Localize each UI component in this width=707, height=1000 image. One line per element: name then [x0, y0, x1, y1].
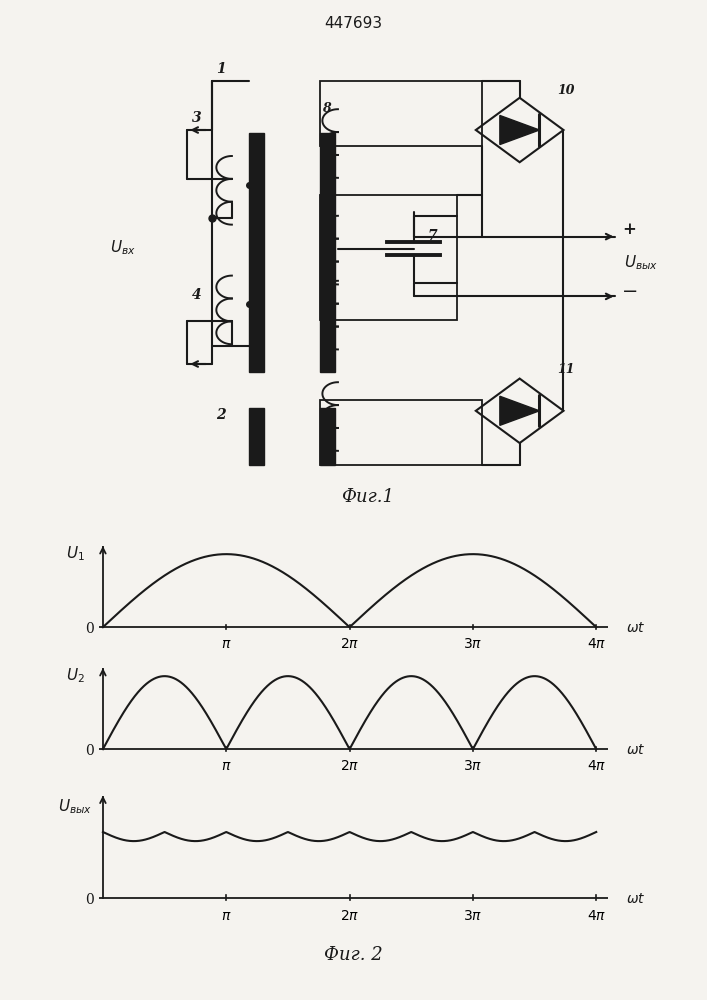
Text: Фиг. 2: Фиг. 2	[324, 946, 383, 964]
Text: 4: 4	[192, 288, 202, 302]
Text: 447693: 447693	[325, 16, 382, 31]
Text: $U_2$: $U_2$	[66, 667, 85, 685]
Text: 8: 8	[322, 102, 331, 115]
Text: 0: 0	[85, 622, 93, 636]
Text: 9: 9	[322, 428, 331, 441]
Text: $U_{вых}$: $U_{вых}$	[58, 797, 93, 816]
Text: $U_{вх}$: $U_{вх}$	[110, 238, 136, 257]
Bar	[320, 195, 457, 320]
Text: 1: 1	[216, 62, 226, 76]
Text: 5: 5	[322, 213, 331, 226]
Text: +: +	[622, 221, 636, 238]
Bar	[320, 133, 335, 372]
Polygon shape	[500, 396, 539, 425]
Text: $\omega t$: $\omega t$	[626, 892, 645, 906]
Text: $\omega t$: $\omega t$	[626, 743, 645, 757]
Text: 6: 6	[322, 277, 331, 290]
Text: 0: 0	[85, 893, 93, 907]
Polygon shape	[500, 115, 539, 145]
Text: 2: 2	[216, 408, 226, 422]
Text: 0: 0	[85, 744, 93, 758]
Text: Фиг.1: Фиг.1	[341, 488, 394, 506]
Bar	[320, 81, 482, 146]
Bar	[320, 408, 335, 465]
Text: 3: 3	[192, 111, 202, 125]
Bar	[249, 133, 264, 372]
Text: −: −	[622, 283, 638, 301]
Text: 11: 11	[557, 363, 575, 376]
Text: $U_1$: $U_1$	[66, 545, 85, 563]
Bar	[320, 400, 482, 465]
Text: $\omega t$: $\omega t$	[626, 621, 645, 635]
Text: $U_{вых}$: $U_{вых}$	[624, 254, 658, 272]
Text: 7: 7	[428, 229, 438, 243]
Bar	[249, 408, 264, 465]
Text: 10: 10	[557, 84, 575, 97]
